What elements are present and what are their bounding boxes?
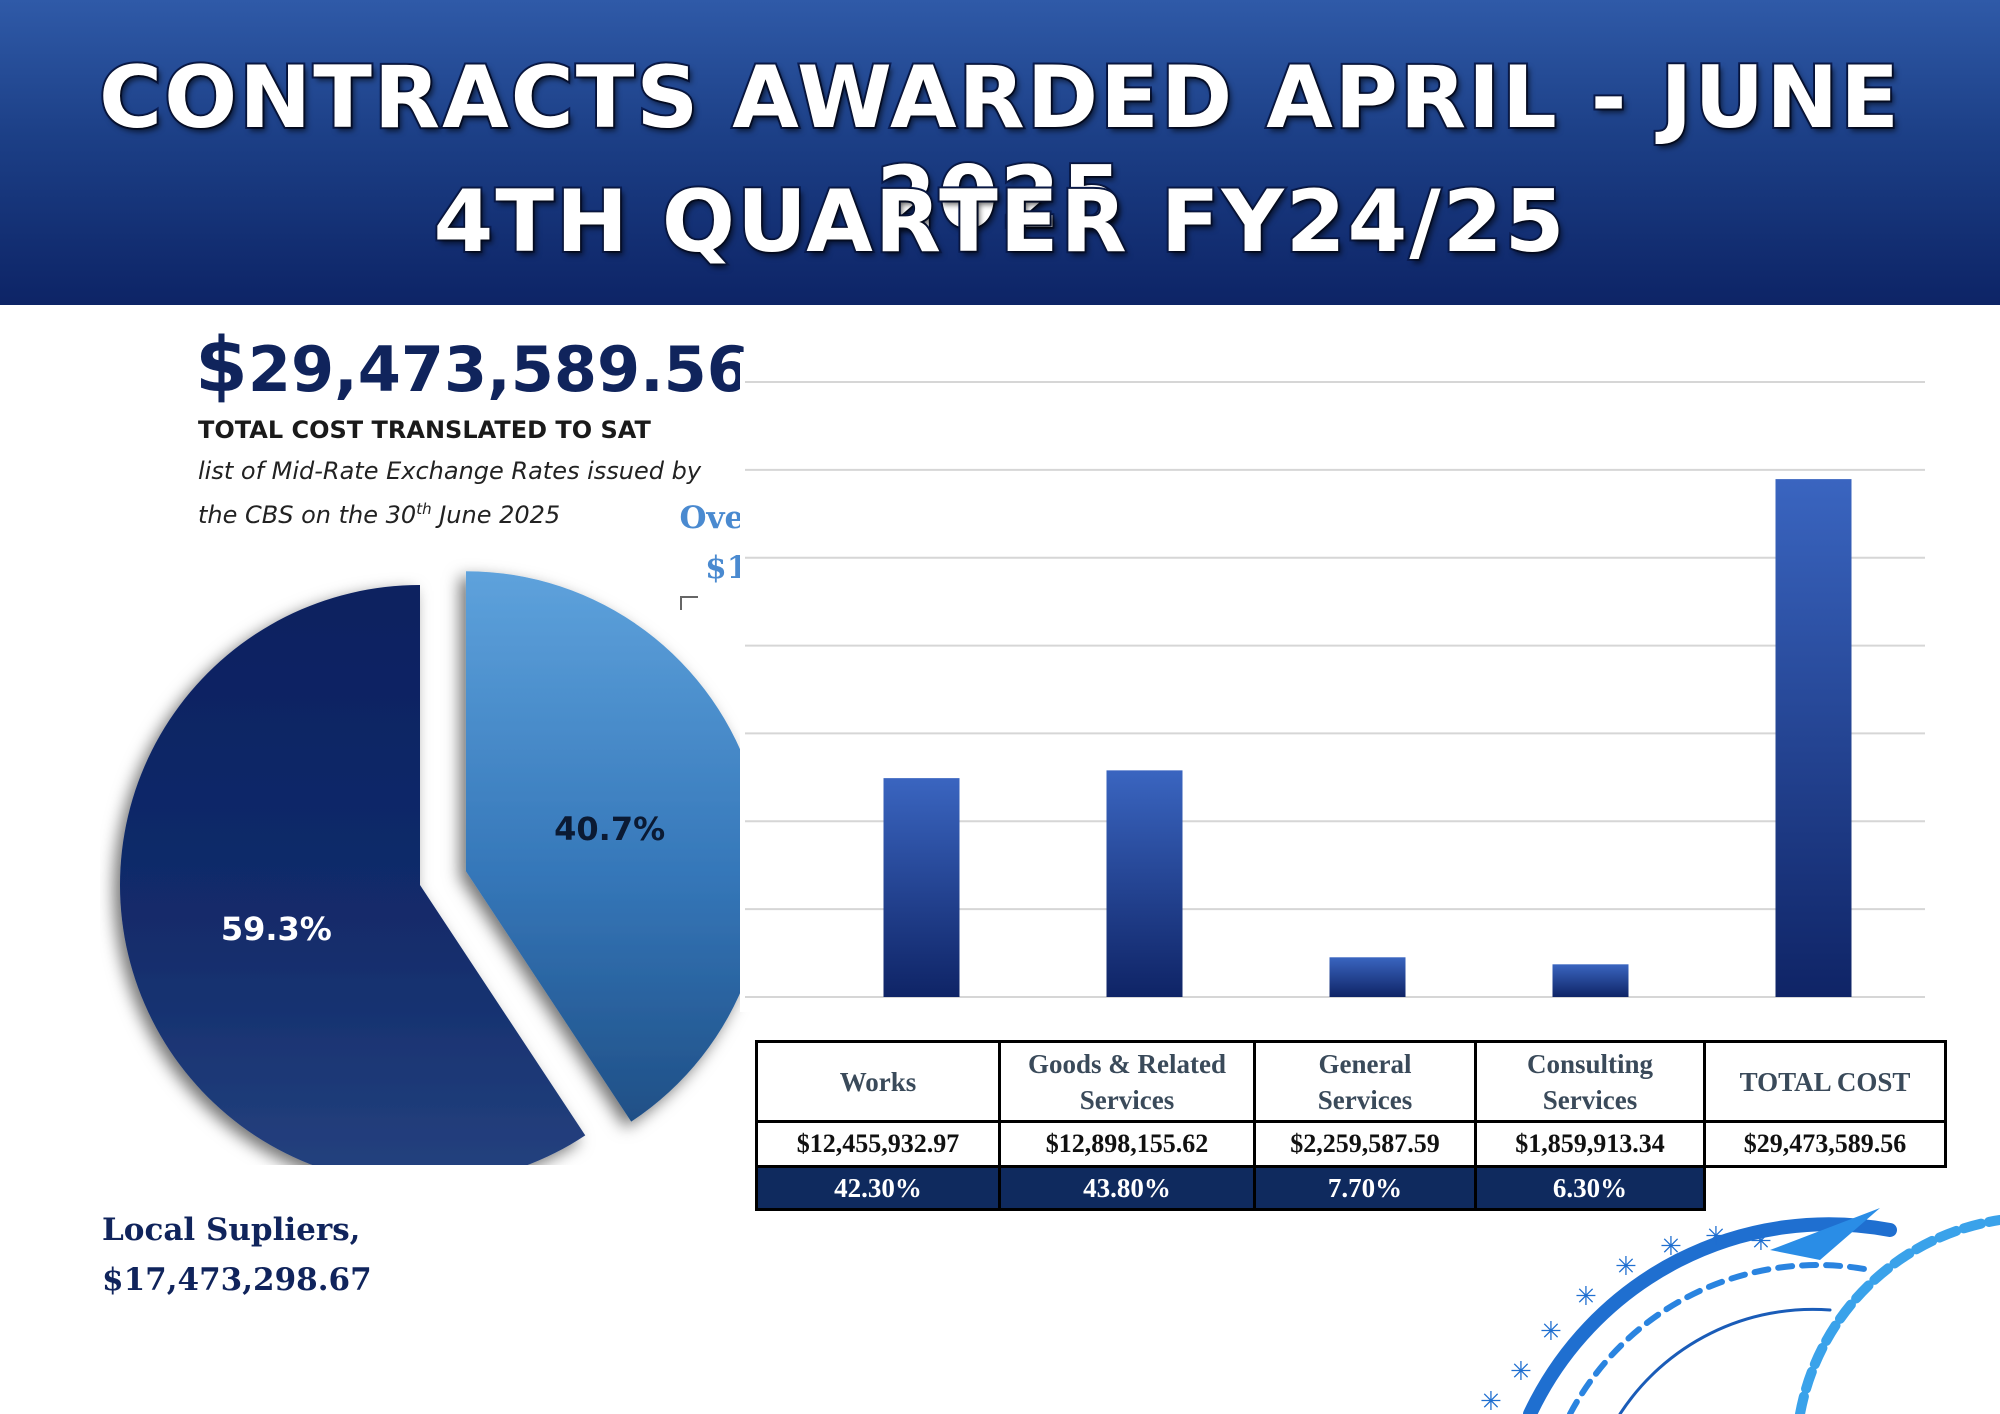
note-line-2-pre: the CBS on the 30 xyxy=(198,501,417,529)
bar-total-cost xyxy=(1775,479,1852,997)
percent-general: 7.70% xyxy=(1253,1165,1477,1211)
pie-percent-local: 59.3% xyxy=(221,910,332,948)
header-works: Works xyxy=(755,1040,1001,1123)
header-consulting-line1: Consulting xyxy=(1526,1048,1654,1079)
ornament-arc-outer xyxy=(1523,1217,1897,1414)
ornament-arc-inner xyxy=(1618,1307,1832,1414)
note-line-2-sup: th xyxy=(416,500,432,518)
header-consulting: Consulting Services xyxy=(1474,1040,1706,1123)
overseas-leader-line xyxy=(680,596,698,610)
note-line-2: the CBS on the 30th June 2025 xyxy=(198,490,758,534)
percent-works: 42.30% xyxy=(755,1165,1001,1211)
ornament-star-8: ✳ xyxy=(1480,1387,1502,1414)
percent-goods: 43.80% xyxy=(998,1165,1256,1211)
ornament-star-6: ✳ xyxy=(1705,1222,1727,1252)
bar-consulting-services xyxy=(1552,964,1629,997)
pie-slice-overseas xyxy=(465,571,766,1122)
exchange-rate-note: list of Mid-Rate Exchange Rates issued b… xyxy=(198,452,758,534)
note-line-2-post: June 2025 xyxy=(431,501,561,529)
header-works-line1: Works xyxy=(839,1066,917,1097)
pie-chart-panel: 40.7% 59.3% xyxy=(100,540,800,1165)
amount-works: $12,455,932.97 xyxy=(755,1120,1001,1168)
amount-general: $2,259,587.59 xyxy=(1253,1120,1477,1168)
amount-consulting: $1,859,913.34 xyxy=(1474,1120,1706,1168)
pie-slice-local xyxy=(120,585,586,1165)
ornament-star-2: ✳ xyxy=(1540,1317,1562,1347)
ornament-star-7: ✳ xyxy=(1750,1227,1772,1257)
table-percent-row: 42.30% 43.80% 7.70% 6.30% xyxy=(755,1165,1946,1211)
total-cost-panel: $29,473,589.56 TOTAL COST TRANSLATED TO … xyxy=(160,310,810,530)
ornament-star-3: ✳ xyxy=(1575,1282,1597,1312)
header-consulting-line2: Services xyxy=(1542,1084,1638,1115)
decorative-ornament: ✳ ✳ ✳ ✳ ✳ ✳ ✳ ✳ xyxy=(1480,1208,2000,1414)
header-banner: CONTRACTS AWARDED APRIL - JUNE 2025 4TH … xyxy=(0,0,2000,305)
amount-total: $29,473,589.56 xyxy=(1703,1120,1947,1168)
local-label-name: Local Supliers, xyxy=(102,1212,361,1248)
ornament-arc-dashed xyxy=(1567,1262,1873,1414)
pie-chart: 40.7% 59.3% xyxy=(120,571,766,1165)
header-general: General Services xyxy=(1253,1040,1477,1123)
note-line-1: list of Mid-Rate Exchange Rates issued b… xyxy=(198,457,702,485)
ornament-star-4: ✳ xyxy=(1615,1252,1637,1282)
ornament-star-1: ✳ xyxy=(1510,1357,1532,1387)
total-cost-amount: $29,473,589.56 xyxy=(195,320,750,409)
header-goods-line2: Services xyxy=(1079,1084,1175,1115)
cost-breakdown-table: Works Goods & Related Services General Ser… xyxy=(755,1040,1947,1211)
currency-symbol: $ xyxy=(195,320,248,409)
header-total-line1: TOTAL COST xyxy=(1739,1066,1911,1097)
table-amount-row: $12,455,932.97 $12,898,155.62 $2,259,587… xyxy=(755,1120,1947,1168)
ornament-arc-right xyxy=(1795,1215,2000,1414)
header-general-line1: General xyxy=(1318,1048,1412,1079)
ornament-wing xyxy=(1770,1208,1880,1260)
local-suppliers-label: Local Supliers, $17,473,298.67 xyxy=(102,1205,372,1305)
bar-chart xyxy=(740,352,1970,1012)
bar-general-services xyxy=(1329,957,1406,997)
title-line-1: CONTRACTS AWARDED APRIL - JUNE 2025 xyxy=(97,46,1901,250)
local-suppliers-label-box: Local Supliers, $17,473,298.67 xyxy=(50,1175,380,1340)
total-amount-value: 29,473,589.56 xyxy=(247,333,750,406)
header-general-line2: Services xyxy=(1317,1084,1413,1115)
percent-consulting: 6.30% xyxy=(1474,1165,1706,1211)
table-header-row: Works Goods & Related Services General Ser… xyxy=(755,1040,1947,1123)
amount-goods: $12,898,155.62 xyxy=(998,1120,1256,1168)
bar-goods-related-services xyxy=(1106,770,1183,997)
title-line-2: 4TH QUARTER FY24/25 xyxy=(432,170,1567,274)
header-total: TOTAL COST xyxy=(1703,1040,1947,1123)
local-label-amount: $17,473,298.67 xyxy=(102,1262,372,1298)
header-goods: Goods & Related Services xyxy=(998,1040,1256,1123)
ornament-star-5: ✳ xyxy=(1660,1232,1682,1262)
pie-percent-overseas: 40.7% xyxy=(554,810,665,848)
bar-works xyxy=(883,778,960,997)
header-goods-line1: Goods & Related xyxy=(1028,1048,1226,1079)
total-cost-caption: TOTAL COST TRANSLATED TO SAT xyxy=(198,416,651,444)
